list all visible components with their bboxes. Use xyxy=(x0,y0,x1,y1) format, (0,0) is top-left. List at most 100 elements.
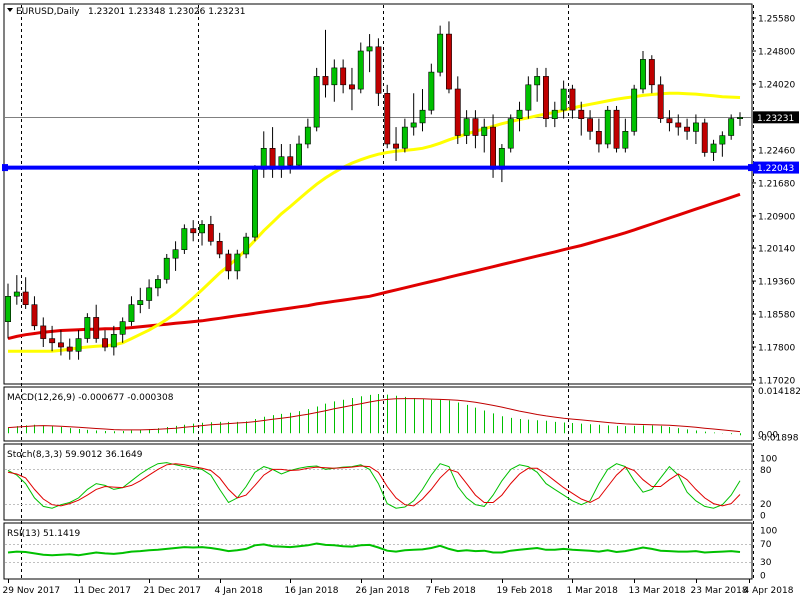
time-tick-label: 19 Feb 2018 xyxy=(497,586,553,596)
candle-bullish xyxy=(410,122,417,128)
support-line-handle xyxy=(2,164,8,172)
macd-panel-frame xyxy=(3,386,753,442)
candle-bullish xyxy=(13,291,20,297)
macd-signal-line xyxy=(7,398,741,433)
macd-panel[interactable] xyxy=(7,393,741,436)
candle-bullish xyxy=(366,46,373,52)
stoch-panel-frame xyxy=(3,443,753,521)
candle-bullish xyxy=(181,228,188,251)
candle-bearish xyxy=(102,338,109,348)
candle-bullish xyxy=(331,67,338,86)
candle-bearish xyxy=(445,33,452,90)
candle-bearish xyxy=(542,76,549,120)
stoch-line-2 xyxy=(7,463,741,507)
time-tick-label: 29 Nov 2017 xyxy=(3,586,61,596)
stoch-header: Stoch(8,3,3) 59.9012 36.1649 xyxy=(7,450,143,460)
rsi-tick-label: 70 xyxy=(760,540,772,550)
price-tick-label: 1.21680 xyxy=(758,179,795,189)
candle-bullish xyxy=(437,33,444,73)
candle-bearish xyxy=(490,126,496,170)
main-panel-frame xyxy=(3,3,753,385)
moving-average-slow-line xyxy=(7,192,741,341)
candle-bearish xyxy=(648,59,655,86)
candle-bearish xyxy=(57,342,64,348)
candle-bearish xyxy=(384,93,391,145)
candle-bullish xyxy=(516,109,523,119)
candle-bullish xyxy=(296,143,302,166)
candle-bearish xyxy=(66,346,73,352)
stoch-tick-label: 80 xyxy=(760,466,772,476)
support-line-handle xyxy=(748,164,754,172)
candle-bullish xyxy=(313,76,320,128)
candle-bullish xyxy=(463,118,470,136)
rsi-panel-frame xyxy=(3,522,753,580)
candle-bearish xyxy=(393,143,399,149)
rsi-panel[interactable] xyxy=(7,542,741,557)
candle-bearish xyxy=(595,131,602,145)
stochastic-panel[interactable] xyxy=(7,462,741,509)
candle-bearish xyxy=(190,228,197,234)
time-tick-label: 4 Jan 2018 xyxy=(215,586,263,596)
candle-bearish xyxy=(40,325,47,339)
candle-bearish xyxy=(322,76,329,86)
macd-header: MACD(12,26,9) -0.000677 -0.000308 xyxy=(7,393,174,403)
price-tick-label: 1.18580 xyxy=(758,311,795,321)
macd-tick-label: 0.014182 xyxy=(758,387,800,397)
rsi-tick-label: 0 xyxy=(760,572,766,582)
rsi-header: RSI(13) 51.1419 xyxy=(7,529,80,539)
time-tick-label: 11 Dec 2017 xyxy=(74,586,132,596)
candle-bullish xyxy=(428,71,435,111)
macd-tick-label: 0.00 xyxy=(758,430,778,440)
candle-bearish xyxy=(454,88,461,136)
candle-bullish xyxy=(128,304,135,322)
candle-bullish xyxy=(234,253,241,272)
candle-bearish xyxy=(207,224,214,242)
candle-bullish xyxy=(737,117,744,120)
candle-bullish xyxy=(137,300,144,305)
candle-bearish xyxy=(348,84,355,90)
candle-bearish xyxy=(701,122,708,153)
candle-bullish xyxy=(604,109,611,145)
stoch-tick-label: 0 xyxy=(760,512,766,522)
moving-average-fast-line xyxy=(8,91,741,353)
support-price-tag xyxy=(753,161,799,174)
stoch-tick-label: 100 xyxy=(760,455,777,465)
candle-bearish xyxy=(31,304,38,327)
candle-bullish xyxy=(534,76,541,86)
candle-bearish xyxy=(49,338,56,344)
candle-bearish xyxy=(287,156,294,166)
time-tick-label: 4 Apr 2018 xyxy=(744,586,794,596)
rsi-line-1 xyxy=(7,542,741,557)
candle-bullish xyxy=(252,169,258,238)
time-tick-label: 13 Mar 2018 xyxy=(629,586,686,596)
time-tick-label: 26 Jan 2018 xyxy=(356,586,410,596)
candle-bullish xyxy=(419,109,426,124)
candle-bullish xyxy=(507,118,514,149)
candle-bullish xyxy=(728,118,735,136)
candle-bullish xyxy=(631,88,638,132)
main-price-panel[interactable] xyxy=(2,21,754,360)
time-axis: 29 Nov 2017 11 Dec 2017 21 Dec 2017 4 Jan 2… xyxy=(3,579,794,596)
candle-bearish xyxy=(666,118,673,124)
price-tick-label: 1.24020 xyxy=(758,80,795,90)
candle-bearish xyxy=(657,84,664,119)
candle-bullish xyxy=(719,135,726,145)
candle-bullish xyxy=(481,126,488,136)
stoch-line-1 xyxy=(7,462,741,509)
candle-bearish xyxy=(225,253,232,272)
candle-bullish xyxy=(172,249,179,259)
price-tick-label: 1.22460 xyxy=(758,146,795,156)
candle-bullish xyxy=(75,338,82,352)
candle-bearish xyxy=(569,88,576,111)
candle-bullish xyxy=(146,287,153,301)
candle-bullish xyxy=(304,126,311,145)
candle-bearish xyxy=(340,67,347,86)
candle-bullish xyxy=(155,279,161,289)
candle-bullish xyxy=(525,84,532,111)
price-tick-label: 1.17800 xyxy=(758,344,795,354)
stoch-tick-label: 20 xyxy=(760,500,772,510)
symbol-dropdown-arrow-icon[interactable] xyxy=(7,8,13,12)
price-axis: 1.25580 1.24800 1.24020 1.23231 1.22460 1.220… xyxy=(752,15,800,582)
price-tick-label: 1.19360 xyxy=(758,278,795,288)
